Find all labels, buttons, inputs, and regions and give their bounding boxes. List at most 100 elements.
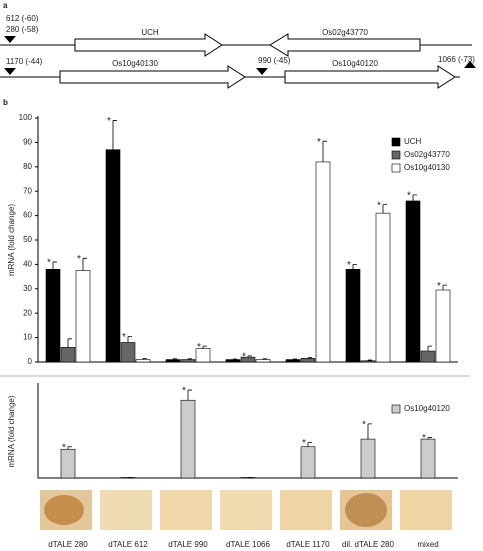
site-label: 1066 (-73) <box>438 55 475 64</box>
x-tick-label: dTALE 1066 <box>226 540 270 549</box>
significance-mark: * <box>407 191 411 202</box>
legend-swatch <box>391 163 401 173</box>
bar <box>420 438 436 479</box>
error-bar <box>382 204 387 214</box>
error-bar <box>322 140 327 162</box>
bar <box>180 359 196 363</box>
error-bar <box>187 389 192 401</box>
significance-mark: * <box>182 386 186 397</box>
significance-mark: * <box>422 433 426 444</box>
significance-mark: * <box>437 281 441 292</box>
error-bar <box>142 357 147 360</box>
significance-mark: * <box>197 342 201 353</box>
bar <box>300 358 316 363</box>
y-tick-label: 50 <box>23 235 32 244</box>
bar <box>360 360 376 363</box>
error-bar <box>67 338 72 348</box>
site-marker <box>4 68 16 75</box>
plate-spot <box>345 493 387 527</box>
panel-label: a <box>3 1 8 10</box>
error-bar <box>307 357 312 359</box>
bar <box>285 359 301 363</box>
bar <box>435 289 451 363</box>
x-tick-label: dil. dTALE 280 <box>342 540 394 549</box>
error-bar <box>367 423 372 440</box>
error-bar <box>442 284 447 291</box>
error-bar <box>202 345 207 349</box>
error-bar <box>412 194 417 201</box>
bar <box>135 359 151 363</box>
x-tick-label: dTALE 280 <box>48 540 88 549</box>
y-tick-label: 0 <box>28 357 33 366</box>
significance-mark: * <box>242 352 246 363</box>
y-tick-label: 100 <box>19 113 33 122</box>
plate-image <box>220 490 272 530</box>
bar <box>225 359 241 363</box>
y-axis-label: mRNA (fold change) <box>7 204 16 276</box>
bar <box>165 359 181 363</box>
bar <box>75 270 91 363</box>
plate-image <box>100 490 152 530</box>
y-tick-label: 70 <box>23 186 32 195</box>
error-bar <box>367 359 372 361</box>
site-marker <box>256 68 268 75</box>
legend-label: Os02g43770 <box>404 150 450 159</box>
error-bar <box>247 355 252 358</box>
significance-mark: * <box>317 137 321 148</box>
significance-mark: * <box>62 442 66 453</box>
significance-mark: * <box>77 254 81 265</box>
bar <box>360 438 376 479</box>
plate-image <box>160 490 212 530</box>
site-label: 612 (-60) <box>6 14 39 23</box>
y-tick-label: 80 <box>23 162 32 171</box>
bar <box>45 268 61 363</box>
site-label: 1170 (-44) <box>6 57 43 66</box>
gene-label: Os10g40130 <box>112 59 158 68</box>
significance-mark: * <box>107 116 111 127</box>
bar <box>255 359 271 363</box>
bar <box>420 350 436 363</box>
bar <box>60 347 76 363</box>
plate-images <box>40 490 452 530</box>
site-label: 990 (-45) <box>258 56 291 65</box>
significance-mark: * <box>302 438 306 449</box>
legend-label: UCH <box>404 137 422 146</box>
bar <box>375 212 391 363</box>
y-axis-label: mRNA (fold change) <box>7 395 16 467</box>
error-bar <box>187 358 192 360</box>
error-bar <box>82 257 87 271</box>
bar <box>300 446 316 479</box>
bar <box>180 399 196 479</box>
site-marker <box>464 61 476 68</box>
bar <box>105 149 121 363</box>
y-tick-label: 10 <box>23 333 32 342</box>
bar <box>315 161 331 363</box>
plate-spot <box>44 495 84 525</box>
gene-arrow <box>284 65 456 89</box>
legend-swatch <box>391 404 401 414</box>
y-tick-label: 60 <box>23 211 32 220</box>
error-bar <box>52 261 57 270</box>
y-tick-label: 20 <box>23 308 32 317</box>
gene-label: UCH <box>141 28 159 37</box>
error-bar <box>307 442 312 447</box>
significance-mark: * <box>122 332 126 343</box>
bar <box>60 448 76 479</box>
significance-mark: * <box>47 258 51 269</box>
y-tick-label: 40 <box>23 260 32 269</box>
significance-mark: * <box>347 260 351 271</box>
plate-image <box>400 490 452 530</box>
gene-arrow <box>74 33 223 57</box>
legend-swatch <box>391 137 401 147</box>
gene-arrow <box>59 65 246 89</box>
gene-arrow <box>269 33 421 57</box>
x-tick-label: dTALE 990 <box>168 540 208 549</box>
x-tick-label: dTALE 1170 <box>286 540 330 549</box>
significance-mark: * <box>377 200 381 211</box>
bar <box>405 200 421 363</box>
gene-label: Os02g43770 <box>322 28 368 37</box>
error-bar <box>112 120 117 150</box>
x-tick-label: mixed <box>417 540 438 549</box>
gene-label: Os10g40120 <box>332 59 378 68</box>
